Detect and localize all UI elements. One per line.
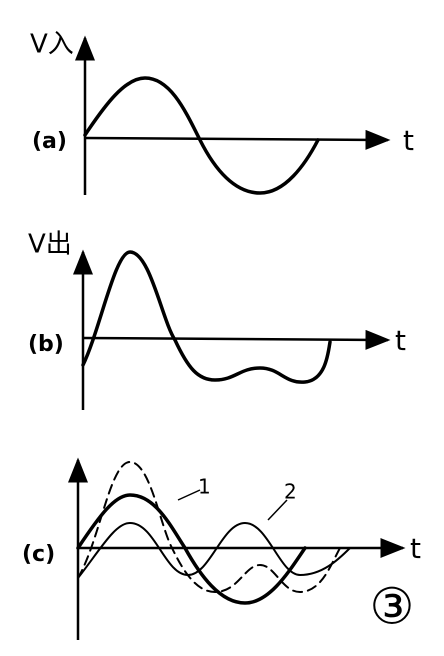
panel-a: V入 (a) t xyxy=(30,30,414,195)
curve-dashed xyxy=(77,460,341,594)
curve-label: 1 xyxy=(198,475,211,499)
panel-label: (c) xyxy=(22,542,55,567)
curve-label: 2 xyxy=(284,480,297,504)
leader-line xyxy=(267,499,288,521)
input-wave xyxy=(83,76,320,195)
figure-number: ③ xyxy=(370,578,415,636)
x-axis-label: t xyxy=(410,532,421,565)
x-axis xyxy=(84,129,391,150)
panel-label: (a) xyxy=(32,129,67,154)
panel-label: (b) xyxy=(28,332,64,357)
y-axis-label: V入 xyxy=(30,30,74,60)
panel-c: 1 2 (c) t xyxy=(22,457,421,640)
output-wave xyxy=(81,250,332,384)
x-axis xyxy=(82,329,391,350)
panel-b: V出 (b) t xyxy=(28,230,406,410)
curve-2 xyxy=(77,521,351,579)
x-axis-label: t xyxy=(403,124,414,157)
leader-line xyxy=(177,489,201,501)
y-axis-label: V出 xyxy=(28,230,72,260)
x-axis-label: t xyxy=(395,324,406,357)
curve-1 xyxy=(76,493,307,605)
